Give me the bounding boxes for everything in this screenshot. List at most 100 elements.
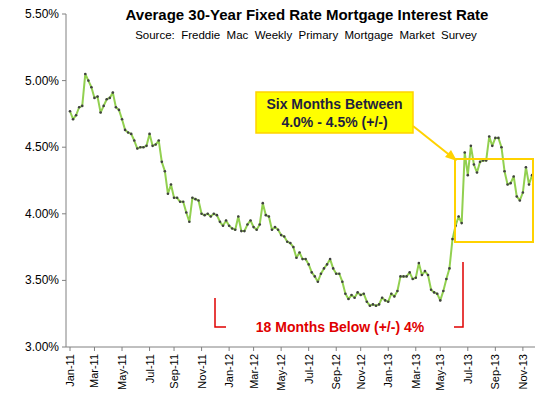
data-point xyxy=(353,296,356,299)
data-point xyxy=(280,234,283,237)
data-point xyxy=(121,118,124,121)
data-point xyxy=(142,146,145,149)
x-tick xyxy=(388,347,389,351)
x-tick xyxy=(360,347,361,351)
data-point xyxy=(500,146,503,149)
data-point xyxy=(476,171,479,174)
data-point xyxy=(463,151,466,154)
data-point xyxy=(522,191,525,194)
data-point xyxy=(145,145,148,148)
data-point xyxy=(326,263,329,266)
data-point xyxy=(378,303,381,306)
data-point xyxy=(274,226,277,229)
data-point xyxy=(271,228,274,231)
x-tick xyxy=(174,347,175,351)
data-point xyxy=(84,73,87,76)
data-point xyxy=(460,222,463,225)
bracket-label: 18 Months Below (+/-) 4% xyxy=(256,319,425,335)
data-point xyxy=(75,114,78,117)
x-tick xyxy=(308,347,309,351)
data-point xyxy=(372,303,375,306)
y-tick-label: 4.50% xyxy=(25,140,59,154)
data-point xyxy=(393,295,396,298)
x-tick xyxy=(149,347,150,351)
data-point xyxy=(304,258,307,261)
data-point xyxy=(488,135,491,138)
x-tick xyxy=(467,347,468,351)
data-point xyxy=(228,224,231,227)
data-point xyxy=(399,275,402,278)
data-point xyxy=(350,294,353,297)
data-point xyxy=(436,292,439,295)
x-tick-label: Nov-12 xyxy=(355,354,367,389)
x-tick-label: May-12 xyxy=(275,354,287,391)
x-tick-label: Nov-11 xyxy=(196,354,208,389)
x-tick xyxy=(522,347,523,351)
data-point xyxy=(418,262,421,265)
x-tick xyxy=(122,347,123,351)
x-tick-label: Mar-13 xyxy=(410,354,422,389)
data-point xyxy=(93,97,96,100)
data-point xyxy=(240,230,243,233)
data-point xyxy=(154,143,157,146)
y-tick xyxy=(62,213,66,214)
x-tick xyxy=(229,347,230,351)
data-point xyxy=(139,146,142,149)
data-point xyxy=(213,213,216,216)
data-point xyxy=(515,195,518,198)
data-point xyxy=(234,228,237,231)
data-point xyxy=(277,228,280,231)
data-point xyxy=(314,275,317,278)
data-point xyxy=(362,292,365,295)
data-point xyxy=(479,161,482,164)
data-point xyxy=(344,292,347,295)
data-point xyxy=(249,219,252,222)
data-point xyxy=(173,197,176,200)
x-tick-label: Jul-13 xyxy=(462,354,474,384)
data-point xyxy=(387,300,390,303)
data-point xyxy=(157,139,160,142)
data-point xyxy=(301,258,304,261)
subtitle: Source: Freddie Mac Weekly Primary Mortg… xyxy=(135,29,477,41)
data-point xyxy=(286,240,289,243)
data-point xyxy=(329,258,332,261)
data-point xyxy=(148,133,151,136)
data-point xyxy=(292,246,295,249)
data-point xyxy=(222,224,225,227)
data-point xyxy=(356,291,359,294)
x-tick xyxy=(415,347,416,351)
data-point xyxy=(448,267,451,270)
data-point xyxy=(320,272,323,275)
x-tick-label: Sep-11 xyxy=(168,354,180,389)
data-point xyxy=(506,183,509,186)
data-point xyxy=(108,97,111,100)
x-tick xyxy=(94,347,95,351)
chart: 3.00%3.50%4.00%4.50%5.00%5.50%Jan-11Mar-… xyxy=(0,0,550,400)
data-point xyxy=(335,272,338,275)
data-point xyxy=(467,174,470,177)
bracket-label-bg xyxy=(226,317,454,337)
callout-arrow xyxy=(413,126,452,157)
y-axis-line xyxy=(66,14,67,347)
data-point xyxy=(430,288,433,291)
data-point xyxy=(225,219,228,222)
data-point xyxy=(369,304,372,307)
data-point xyxy=(112,91,115,94)
data-point xyxy=(497,137,500,140)
x-tick xyxy=(336,347,337,351)
data-point xyxy=(528,183,531,186)
data-point xyxy=(307,263,310,266)
data-point xyxy=(332,267,335,270)
data-point xyxy=(494,137,497,140)
x-tick-label: Jul-12 xyxy=(303,354,315,384)
data-point xyxy=(421,274,424,277)
x-tick-label: Jan-12 xyxy=(223,354,235,388)
y-tick xyxy=(62,147,66,148)
data-point xyxy=(81,105,84,108)
data-point xyxy=(359,294,362,297)
data-point xyxy=(90,86,93,89)
data-point xyxy=(252,226,255,229)
data-point xyxy=(341,280,344,283)
x-tick-label: Jul-11 xyxy=(144,354,156,383)
data-point xyxy=(519,199,522,202)
